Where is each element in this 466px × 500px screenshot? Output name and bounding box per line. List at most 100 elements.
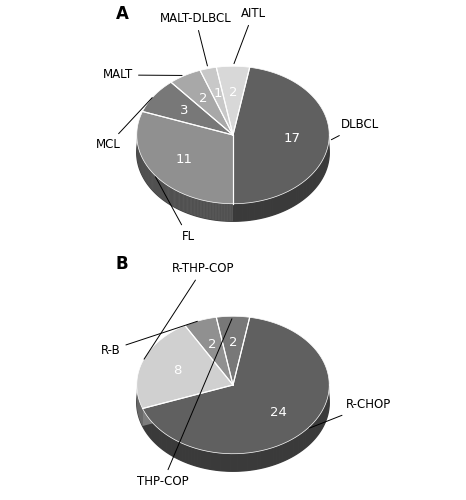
Text: 24: 24 [270,406,287,419]
Polygon shape [183,444,185,462]
Polygon shape [214,452,217,470]
Polygon shape [164,433,166,452]
Polygon shape [170,187,171,206]
Polygon shape [274,446,276,465]
Polygon shape [247,202,250,220]
Polygon shape [185,318,233,385]
Polygon shape [327,398,328,417]
Polygon shape [323,157,324,176]
Polygon shape [317,416,319,436]
Text: MALT-DLBCL: MALT-DLBCL [160,12,232,66]
Polygon shape [153,173,154,192]
Polygon shape [142,157,143,176]
Polygon shape [235,204,238,221]
Polygon shape [270,448,274,466]
Polygon shape [310,175,311,194]
Polygon shape [314,171,315,190]
Polygon shape [216,316,250,385]
Polygon shape [252,202,254,220]
Polygon shape [300,183,302,202]
Polygon shape [175,190,176,208]
Polygon shape [233,204,235,221]
Polygon shape [160,180,161,199]
Polygon shape [143,318,329,454]
Polygon shape [143,385,233,426]
Text: DLBCL: DLBCL [331,118,379,140]
Polygon shape [276,445,280,464]
Polygon shape [155,175,156,194]
Polygon shape [169,186,170,204]
Polygon shape [261,200,264,218]
Polygon shape [184,194,185,212]
Polygon shape [148,168,149,186]
Polygon shape [144,411,145,430]
Polygon shape [198,199,199,217]
Polygon shape [308,426,310,446]
Text: 2: 2 [229,86,237,99]
Polygon shape [301,432,303,451]
Text: 8: 8 [173,364,181,377]
Polygon shape [294,437,296,456]
Polygon shape [159,430,162,448]
Polygon shape [218,203,219,220]
Polygon shape [208,202,210,219]
Polygon shape [324,156,325,174]
Polygon shape [285,442,288,460]
Polygon shape [147,166,148,185]
Polygon shape [145,164,146,182]
Polygon shape [152,172,153,191]
Text: MALT: MALT [103,68,182,82]
Polygon shape [325,154,326,173]
Polygon shape [204,450,207,468]
Polygon shape [141,156,142,174]
Text: B: B [116,255,128,273]
Polygon shape [260,450,264,468]
Polygon shape [306,428,308,448]
Polygon shape [323,407,324,427]
Polygon shape [288,440,291,459]
Polygon shape [295,186,297,205]
Polygon shape [325,402,326,422]
Polygon shape [293,188,295,206]
Polygon shape [183,194,184,212]
Polygon shape [285,192,287,210]
Polygon shape [158,178,159,197]
Polygon shape [174,190,175,208]
Polygon shape [240,204,243,221]
Polygon shape [146,415,148,435]
Polygon shape [204,200,206,218]
Polygon shape [144,162,145,180]
Text: R-THP-COP: R-THP-COP [144,262,234,359]
Text: 2: 2 [199,92,207,104]
Polygon shape [233,68,329,204]
Polygon shape [287,191,289,210]
Text: THP-COP: THP-COP [137,319,232,488]
Polygon shape [203,200,204,218]
Polygon shape [279,194,281,213]
Polygon shape [179,442,183,461]
Polygon shape [137,112,233,204]
Polygon shape [200,68,233,135]
Polygon shape [264,450,267,468]
Polygon shape [291,189,293,208]
Polygon shape [275,196,277,214]
Polygon shape [214,202,216,220]
Polygon shape [225,204,227,221]
Text: 1: 1 [213,88,222,101]
Polygon shape [277,196,279,214]
Polygon shape [179,192,180,210]
Polygon shape [143,82,233,135]
Polygon shape [228,204,230,221]
Polygon shape [190,196,191,214]
Polygon shape [267,448,270,467]
Polygon shape [150,170,151,188]
Text: AITL: AITL [234,7,266,64]
Text: A: A [116,5,128,23]
Polygon shape [230,204,232,221]
Polygon shape [143,385,233,426]
Polygon shape [280,444,282,462]
Polygon shape [212,202,213,220]
Polygon shape [227,204,228,221]
Polygon shape [315,418,317,438]
Polygon shape [187,196,188,214]
